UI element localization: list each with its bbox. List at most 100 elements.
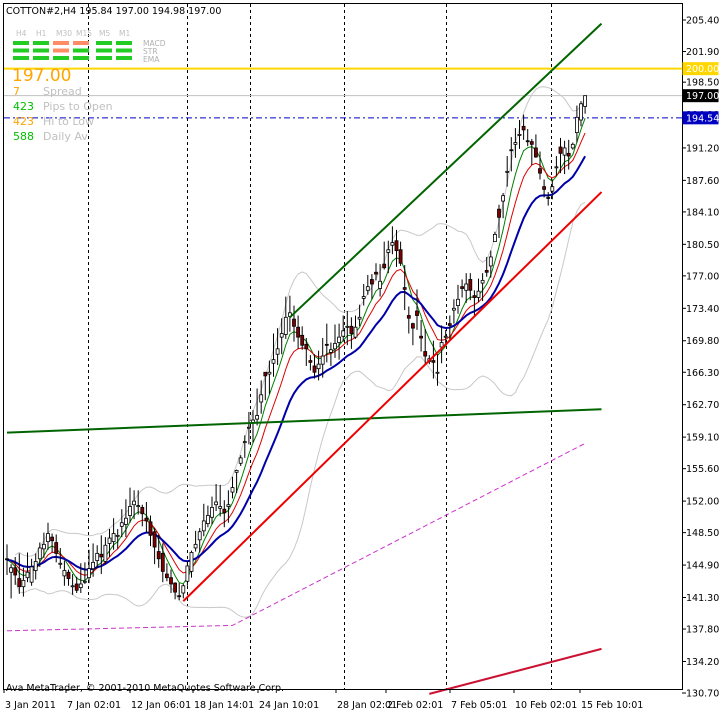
candle-body (443, 335, 448, 338)
copyright-text: Ava MetaTrader, © 2001-2010 MetaQuotes S… (6, 683, 284, 694)
candle (410, 322, 415, 346)
time-tick-label: 15 Feb 10:01 (581, 700, 643, 711)
trend-line (6, 408, 602, 434)
indicator-label: MACD (143, 39, 166, 48)
candles[interactable] (5, 95, 587, 601)
candle-body (333, 343, 337, 350)
candle-body (447, 323, 452, 326)
candle (361, 283, 366, 306)
lower-band (14, 201, 586, 618)
candle-body (349, 325, 354, 334)
candle-body (439, 342, 444, 348)
time-tick-label: 3 Jan 2011 (5, 700, 56, 711)
candle (398, 241, 403, 266)
candle (119, 509, 124, 538)
candle (460, 279, 465, 298)
candle-body (353, 326, 358, 338)
candle (308, 355, 313, 371)
candle (472, 290, 477, 316)
info-value: 423 (13, 100, 34, 113)
candle-body (357, 316, 362, 320)
candle (29, 558, 34, 586)
candle-body (398, 249, 403, 264)
candle (369, 274, 374, 300)
slow-moving-average (6, 155, 586, 571)
candle-body (558, 146, 563, 154)
price-label: 200.00 (686, 64, 719, 75)
candle (554, 156, 559, 176)
candle (128, 487, 132, 523)
candle-body (50, 536, 54, 542)
candle-body (382, 263, 387, 269)
price-tick-label: 141.30 (686, 593, 719, 604)
price-label-box (682, 111, 719, 125)
candle (230, 476, 235, 499)
trend-lines[interactable] (6, 22, 603, 695)
candle-body (390, 242, 395, 246)
fast-moving-average (6, 118, 586, 585)
candle (292, 305, 296, 342)
candle-body (164, 573, 169, 579)
candle-body (328, 349, 333, 353)
candle (415, 289, 419, 330)
candle-body (300, 334, 305, 346)
candle-body (546, 197, 551, 199)
signal-block (33, 48, 49, 53)
candle-body (534, 147, 538, 158)
candle (62, 560, 67, 586)
candle (124, 499, 128, 538)
candle (255, 388, 260, 426)
candle-body (259, 394, 264, 403)
candle (21, 567, 26, 597)
candle (271, 333, 276, 377)
candle-body (361, 296, 366, 299)
signal-block (73, 41, 89, 45)
candle-body (271, 359, 276, 364)
candle-body (460, 286, 465, 289)
candle-body (119, 522, 124, 527)
candle (181, 583, 186, 599)
candle-body (58, 562, 63, 565)
time-tick-label: 28 Jan 02:01 (337, 700, 397, 711)
symbol-header: COTTON#2,H4 195.84 197.00 194.98 197.00 (6, 6, 221, 17)
candle-body (529, 141, 534, 145)
candle-body (292, 318, 296, 327)
mid-moving-average (6, 132, 586, 576)
signal-block (53, 48, 69, 53)
price-labels: 200.00 197.00 194.54 (682, 62, 719, 125)
candle-body (341, 330, 346, 337)
candle-body (410, 323, 415, 329)
indicator-label: STR (143, 47, 158, 56)
candle-body (570, 143, 575, 149)
candle-body (214, 501, 219, 506)
signal-block (116, 41, 132, 45)
candle (476, 278, 481, 302)
candle (275, 328, 280, 366)
time-tick-label: 7 Feb 05:01 (451, 700, 507, 711)
candle (74, 576, 79, 593)
candle (259, 380, 264, 414)
candle-body (320, 355, 325, 365)
time-tick-label: 12 Jan 06:01 (131, 700, 191, 711)
candle-body (210, 507, 214, 518)
candle-body (111, 533, 116, 543)
candle (349, 317, 354, 349)
candle-body (550, 186, 555, 192)
candle (169, 569, 173, 593)
candle-body (103, 544, 108, 562)
time-tick-label: 2 Feb 02:01 (387, 700, 443, 711)
candle (234, 469, 239, 493)
candle (501, 192, 506, 219)
candle-body (128, 506, 132, 516)
candle-body (451, 307, 456, 311)
candle-body (415, 310, 419, 316)
candle-body (33, 561, 38, 571)
candle-body (316, 363, 321, 370)
candle (263, 371, 268, 401)
candle-body (5, 558, 9, 561)
candle (521, 114, 526, 140)
candle-body (456, 298, 460, 306)
candle (513, 128, 518, 158)
candle (78, 563, 83, 593)
